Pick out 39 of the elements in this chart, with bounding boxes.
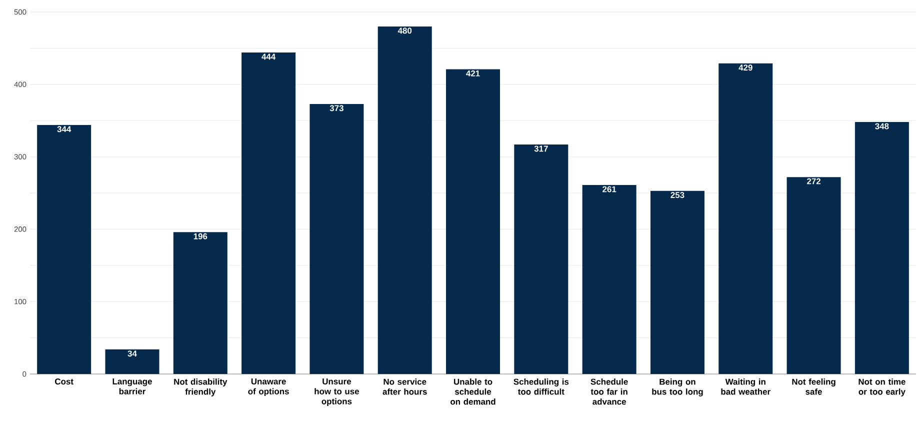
- x-tick-label: Schedule too far in advance: [590, 378, 628, 405]
- data-label: 272: [807, 178, 821, 184]
- data-label: 34: [128, 350, 137, 357]
- bar: [173, 232, 228, 374]
- x-tick-label: Cost: [55, 378, 74, 385]
- x-tick-label: Language barrier: [112, 378, 152, 394]
- data-label: 421: [466, 70, 480, 76]
- data-label: 373: [330, 105, 344, 112]
- bar: [378, 26, 432, 374]
- bar: [514, 144, 568, 374]
- data-label: 344: [57, 126, 72, 132]
- x-tick-label: Not feeling safe: [792, 378, 836, 395]
- data-label: 348: [875, 123, 889, 130]
- bar: [105, 349, 160, 374]
- x-tick-label: Being on bus too long: [652, 378, 703, 396]
- bar: [650, 190, 704, 374]
- bar: [446, 69, 500, 374]
- x-tick-label: Unaware of options: [248, 378, 289, 396]
- bar: [582, 185, 636, 374]
- bar: [242, 52, 296, 374]
- bar: [37, 124, 92, 374]
- data-label: 261: [602, 186, 616, 192]
- bar: [310, 104, 364, 374]
- data-label: 444: [262, 54, 276, 60]
- x-tick-label: No service after hours: [382, 378, 427, 395]
- bar: [718, 63, 773, 374]
- x-tick-label: Scheduling is too difficult: [514, 378, 569, 395]
- data-label: 253: [670, 192, 684, 198]
- bar: [854, 122, 909, 374]
- x-tick-label: Unable to schedule on demand: [450, 378, 496, 405]
- x-tick-label: Not on time or too early: [858, 378, 906, 396]
- data-label: 317: [534, 146, 548, 152]
- x-tick-label: Not disability friendly: [174, 378, 228, 396]
- x-tick-label: Waiting in bad weather: [721, 378, 770, 395]
- x-tick-label: Unsure how to use options: [314, 378, 359, 406]
- bar: [786, 177, 841, 374]
- data-label: 429: [738, 64, 752, 71]
- data-label: 480: [398, 28, 412, 34]
- data-label: 196: [194, 233, 208, 240]
